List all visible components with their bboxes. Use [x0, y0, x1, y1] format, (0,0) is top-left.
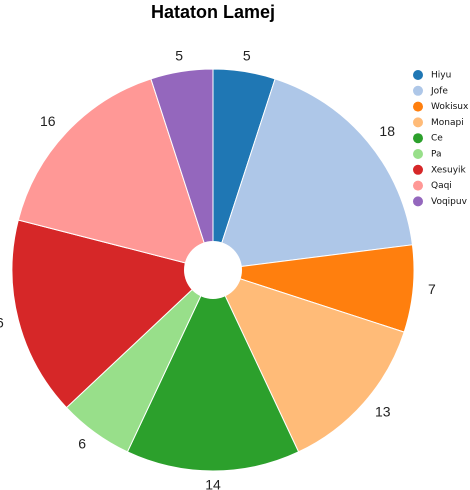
data-label-ce: 14 [205, 477, 221, 490]
pie-slice-xesuyik [11, 219, 215, 409]
pie-slice-monapi [212, 269, 405, 453]
legend-swatch-voqipuv [413, 196, 423, 207]
pie-slice-jofe [212, 78, 413, 271]
legend-label-ce: Ce [431, 134, 443, 144]
legend-swatch-qaqi [413, 180, 423, 191]
legend-swatch-wokisux [413, 101, 423, 112]
data-label-monapi: 13 [375, 404, 391, 420]
data-labels: 5 18 7 13 14 6 16 16 5 [0, 47, 436, 490]
legend-swatch-hiyu [413, 70, 423, 80]
data-label-wokisux: 7 [428, 281, 436, 297]
legend-label-jofe: Jofe [430, 86, 448, 96]
legend-swatch-monapi [413, 117, 423, 128]
legend-label-voqipuv: Voqipuv [431, 197, 468, 207]
data-label-hiyu: 5 [243, 47, 251, 63]
pie-slice-voqipuv [150, 68, 214, 271]
legend-label-xesuyik: Xesuyik [431, 165, 467, 175]
data-label-qaqi: 16 [40, 113, 56, 129]
data-label-jofe: 18 [379, 123, 395, 139]
legend-label-pa: Pa [431, 150, 442, 160]
legend-swatch-jofe [413, 85, 423, 96]
legend-label-wokisux: Wokisux [431, 102, 469, 112]
data-label-pa: 6 [78, 435, 86, 451]
pie-slices [11, 68, 415, 472]
legend-swatch-ce [413, 133, 423, 144]
chart-title: Hataton Lamej [151, 2, 275, 22]
pie-slice-ce [126, 268, 300, 472]
legend: Hiyu Jofe Wokisux Monapi Ce Pa Xesuyik Qaqi Voqi… [413, 70, 469, 207]
legend-label-monapi: Monapi [431, 118, 464, 128]
pie-slice-qaqi [17, 78, 214, 271]
legend-swatch-pa [413, 149, 423, 159]
legend-label-qaqi: Qaqi [431, 181, 452, 191]
data-label-voqipuv: 5 [175, 47, 183, 63]
donut-hole [184, 241, 242, 299]
data-label-xesuyik: 16 [0, 314, 4, 330]
legend-swatch-xesuyik [413, 164, 423, 175]
legend-label-hiyu: Hiyu [431, 71, 451, 81]
